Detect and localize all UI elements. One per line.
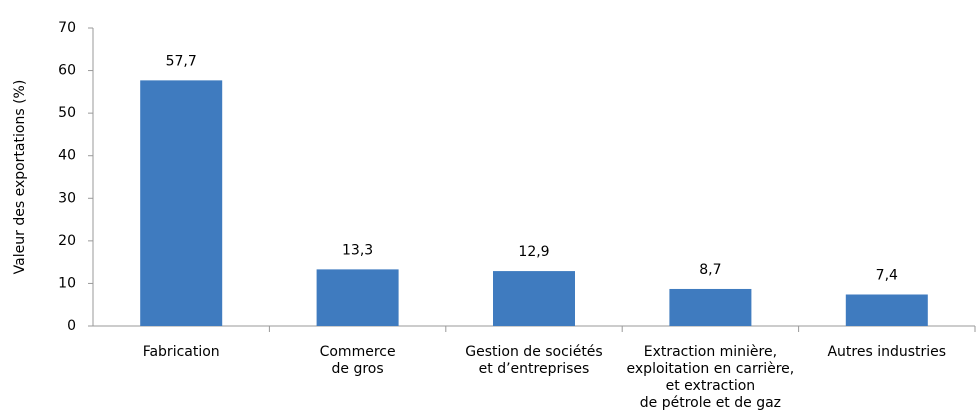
bar bbox=[845, 294, 928, 326]
y-axis-label: Valeur des exportations (%) bbox=[12, 80, 28, 275]
y-tick-label: 0 bbox=[67, 318, 76, 334]
y-tick-label: 10 bbox=[58, 275, 76, 291]
value-label: 7,4 bbox=[876, 267, 898, 283]
x-tick-label: Fabrication bbox=[143, 344, 220, 360]
bar bbox=[316, 269, 399, 326]
bar bbox=[140, 80, 223, 326]
y-tick-label: 30 bbox=[58, 190, 76, 206]
y-tick-label: 20 bbox=[58, 233, 76, 249]
x-tick-label: Extraction minière, exploitation en carri… bbox=[627, 344, 795, 411]
y-tick-label: 60 bbox=[58, 63, 76, 79]
x-tick-label: Gestion de sociétés et d’entreprises bbox=[465, 344, 602, 377]
value-label: 13,3 bbox=[342, 242, 373, 258]
value-label: 57,7 bbox=[166, 53, 197, 69]
bar bbox=[493, 271, 575, 326]
value-label: 12,9 bbox=[518, 244, 549, 260]
value-label: 8,7 bbox=[699, 262, 721, 278]
y-tick-label: 40 bbox=[58, 148, 76, 164]
y-tick-label: 70 bbox=[58, 20, 76, 36]
y-tick-label: 50 bbox=[58, 105, 76, 121]
x-tick-label: Autres industries bbox=[827, 344, 946, 360]
x-tick-label: Commerce de gros bbox=[320, 344, 396, 377]
bar bbox=[669, 288, 752, 326]
